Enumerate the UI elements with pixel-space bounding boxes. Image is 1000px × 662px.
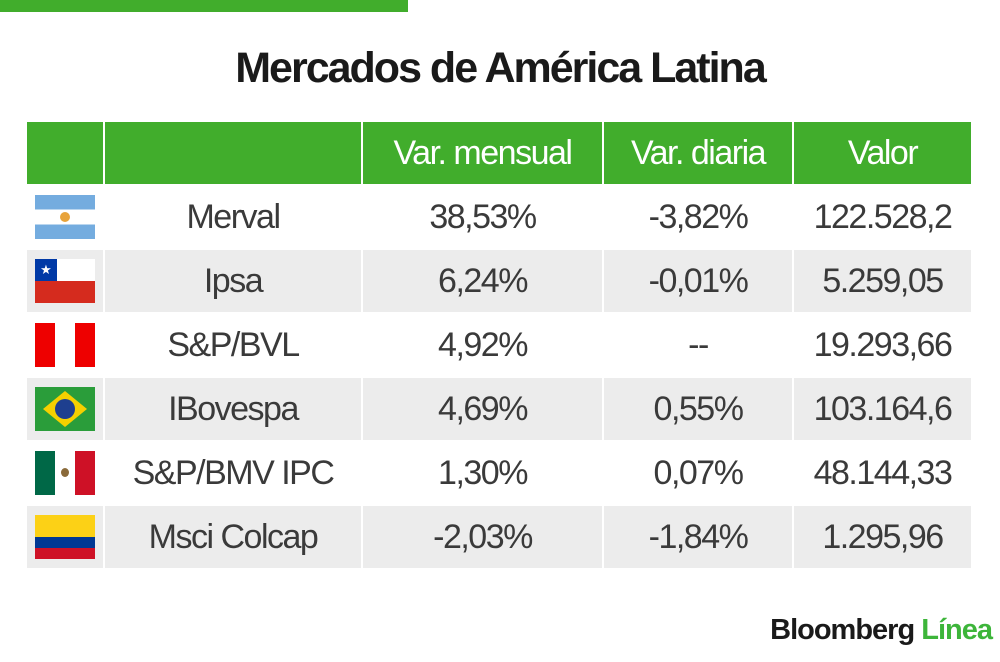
- table-row: IBovespa 4,69% 0,55% 103.164,6: [27, 378, 971, 440]
- table-row: Ipsa 6,24% -0,01% 5.259,05: [27, 250, 971, 312]
- var-mensual: 6,24%: [363, 250, 602, 312]
- flag-co-icon: [35, 515, 95, 559]
- flag-cell: [27, 250, 103, 312]
- bloomberg-linea-logo: Bloomberg Línea: [770, 614, 993, 647]
- header-valor: Valor: [794, 122, 971, 184]
- var-diaria: --: [688, 325, 709, 364]
- flag-cell: [27, 442, 103, 504]
- flag-cl-icon: [35, 259, 95, 303]
- header-var-diaria: Var. diaria: [604, 122, 792, 184]
- flag-br-icon: [35, 387, 95, 431]
- var-mensual: 38,53%: [429, 197, 537, 236]
- logo-linea: Línea: [921, 614, 993, 646]
- var-diaria: -3,82%: [648, 197, 749, 236]
- var-mensual: 1,30%: [438, 453, 528, 492]
- flag-mx-icon: [35, 451, 95, 495]
- var-diaria: -1,84%: [604, 506, 792, 568]
- table-row: Msci Colcap -2,03% -1,84% 1.295,96: [27, 506, 971, 568]
- index-name: S&P/BVL: [167, 325, 300, 364]
- valor: 1.295,96: [794, 506, 971, 568]
- var-diaria: -0,01%: [604, 250, 792, 312]
- page-title: Mercados de América Latina: [235, 44, 767, 92]
- index-name: Msci Colcap: [105, 506, 361, 568]
- flag-cell: [27, 378, 103, 440]
- table-header: Var. mensual Var. diaria Valor: [27, 122, 971, 184]
- header-var-mensual: Var. mensual: [363, 122, 602, 184]
- top-accent-bar: [0, 0, 408, 12]
- flag-cell: [27, 506, 103, 568]
- flag-cell: [27, 314, 103, 376]
- valor: 48.144,33: [813, 453, 953, 492]
- valor: 122.528,2: [813, 197, 953, 236]
- var-mensual: -2,03%: [363, 506, 602, 568]
- var-diaria: 0,07%: [653, 453, 744, 492]
- table-row: S&P/BVL 4,92% -- 19.293,66: [27, 314, 971, 376]
- header-flag: [27, 122, 103, 184]
- table-row: S&P/BMV IPC 1,30% 0,07% 48.144,33: [27, 442, 971, 504]
- markets-table: Var. mensual Var. diaria Valor Merval 38…: [25, 120, 973, 570]
- index-name: S&P/BMV IPC: [132, 453, 335, 492]
- flag-pe-icon: [35, 323, 95, 367]
- valor: 5.259,05: [794, 250, 971, 312]
- var-diaria: 0,55%: [604, 378, 792, 440]
- index-name: IBovespa: [105, 378, 361, 440]
- valor: 19.293,66: [813, 325, 953, 364]
- var-mensual: 4,92%: [438, 325, 528, 364]
- index-name: Ipsa: [105, 250, 361, 312]
- header-index: [105, 122, 361, 184]
- flag-ar-icon: [35, 195, 95, 239]
- var-mensual: 4,69%: [363, 378, 602, 440]
- valor: 103.164,6: [794, 378, 971, 440]
- flag-cell: [27, 186, 103, 248]
- table-row: Merval 38,53% -3,82% 122.528,2: [27, 186, 971, 248]
- logo-bloomberg: Bloomberg: [770, 614, 915, 646]
- index-name: Merval: [186, 197, 281, 236]
